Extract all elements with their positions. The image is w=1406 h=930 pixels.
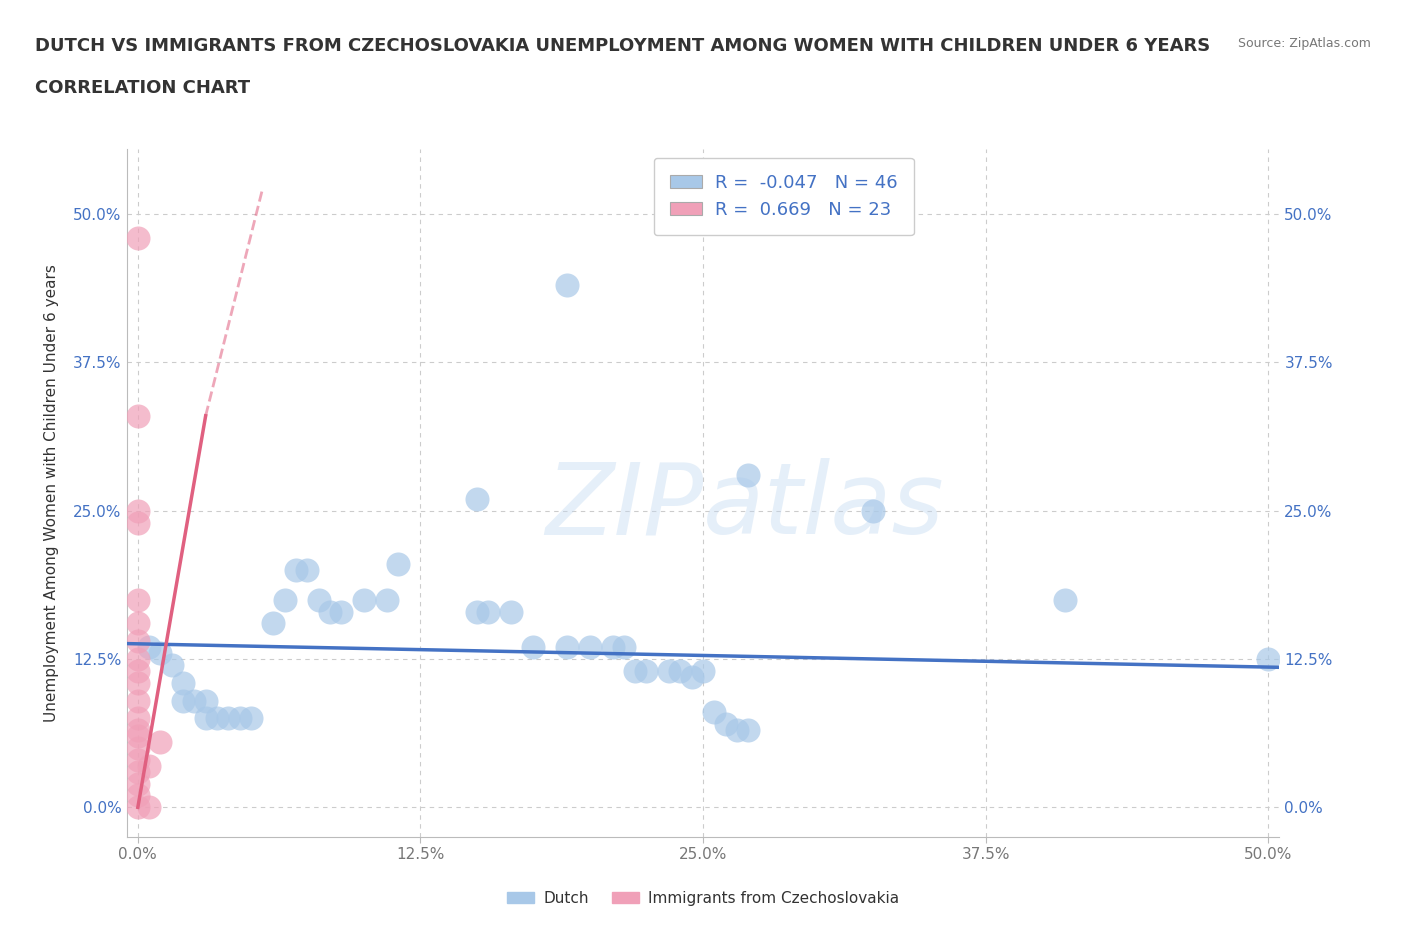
- Point: [172, 675, 194, 690]
- Point: [127, 693, 149, 708]
- Text: ZIP: ZIP: [544, 458, 703, 555]
- Point: [658, 663, 681, 678]
- Point: [127, 800, 149, 815]
- Point: [725, 723, 748, 737]
- Point: [557, 640, 579, 655]
- Point: [465, 604, 488, 619]
- Point: [127, 711, 149, 725]
- Point: [160, 658, 183, 672]
- Point: [127, 764, 149, 779]
- Point: [624, 663, 647, 678]
- Point: [477, 604, 499, 619]
- Point: [205, 711, 228, 725]
- Point: [172, 693, 194, 708]
- Point: [297, 563, 319, 578]
- Text: DUTCH VS IMMIGRANTS FROM CZECHOSLOVAKIA UNEMPLOYMENT AMONG WOMEN WITH CHILDREN U: DUTCH VS IMMIGRANTS FROM CZECHOSLOVAKIA …: [35, 37, 1211, 55]
- Point: [127, 592, 149, 607]
- Point: [217, 711, 239, 725]
- Point: [1257, 652, 1279, 667]
- Y-axis label: Unemployment Among Women with Children Under 6 years: Unemployment Among Women with Children U…: [45, 264, 59, 722]
- Point: [149, 735, 172, 750]
- Point: [228, 711, 250, 725]
- Point: [127, 652, 149, 667]
- Point: [862, 503, 884, 518]
- Point: [285, 563, 308, 578]
- Point: [263, 616, 285, 631]
- Point: [127, 616, 149, 631]
- Point: [703, 705, 725, 720]
- Point: [557, 278, 579, 293]
- Point: [737, 468, 759, 483]
- Point: [499, 604, 522, 619]
- Point: [669, 663, 692, 678]
- Point: [319, 604, 342, 619]
- Point: [274, 592, 297, 607]
- Point: [522, 640, 544, 655]
- Point: [127, 515, 149, 530]
- Point: [127, 729, 149, 744]
- Point: [138, 758, 160, 773]
- Point: [636, 663, 658, 678]
- Point: [602, 640, 624, 655]
- Point: [681, 670, 703, 684]
- Point: [465, 491, 488, 506]
- Point: [127, 675, 149, 690]
- Point: [1053, 592, 1076, 607]
- Point: [127, 633, 149, 648]
- Point: [613, 640, 636, 655]
- Point: [138, 800, 160, 815]
- Point: [239, 711, 262, 725]
- Point: [149, 645, 172, 660]
- Point: [127, 788, 149, 803]
- Point: [387, 557, 409, 572]
- Point: [579, 640, 602, 655]
- Point: [692, 663, 714, 678]
- Text: atlas: atlas: [703, 458, 945, 555]
- Point: [127, 503, 149, 518]
- Point: [127, 740, 149, 755]
- Point: [138, 640, 160, 655]
- Point: [127, 231, 149, 246]
- Point: [308, 592, 330, 607]
- Point: [375, 592, 398, 607]
- Point: [194, 693, 217, 708]
- Point: [127, 663, 149, 678]
- Point: [127, 777, 149, 791]
- Point: [737, 723, 759, 737]
- Point: [714, 717, 737, 732]
- Point: [194, 711, 217, 725]
- Point: [127, 752, 149, 767]
- Point: [127, 408, 149, 423]
- Point: [127, 723, 149, 737]
- Point: [330, 604, 353, 619]
- Text: Source: ZipAtlas.com: Source: ZipAtlas.com: [1237, 37, 1371, 50]
- Point: [183, 693, 205, 708]
- Legend: Dutch, Immigrants from Czechoslovakia: Dutch, Immigrants from Czechoslovakia: [501, 884, 905, 912]
- Text: CORRELATION CHART: CORRELATION CHART: [35, 79, 250, 97]
- Point: [353, 592, 375, 607]
